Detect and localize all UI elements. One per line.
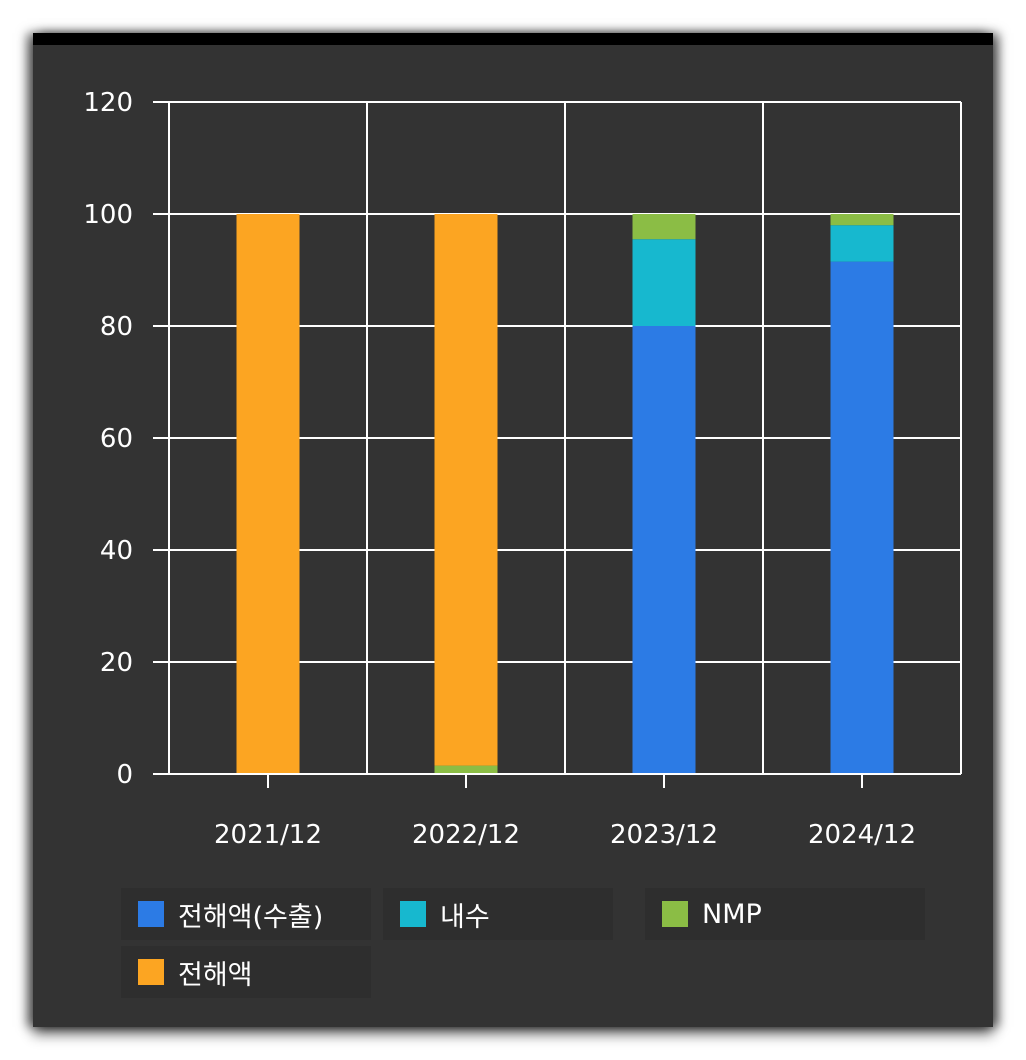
y-tick-label: 80: [100, 312, 133, 342]
bar-segment: [434, 765, 498, 774]
y-tick-label: 40: [100, 536, 133, 566]
legend-item[interactable]: 전해액(수출): [121, 888, 371, 940]
legend-label: 내수: [440, 901, 490, 933]
chart-panel: 0 20 40 60 80 100 120 2021/12 2022/12 2023/12 202…: [33, 33, 993, 1027]
bars: [236, 214, 894, 775]
bar-segment: [632, 214, 696, 240]
legend-swatch: [662, 901, 688, 927]
x-tick-label: 2023/12: [610, 820, 718, 850]
y-tick-label: 100: [83, 200, 133, 230]
bar-segment: [830, 214, 894, 226]
x-tick-labels: 2021/12 2022/12 2023/12 2024/12: [214, 820, 916, 850]
top-bar: [33, 33, 993, 45]
legend-swatch: [138, 959, 164, 985]
bar-segment: [236, 214, 300, 774]
axes: [153, 101, 961, 788]
x-tick-label: 2021/12: [214, 820, 322, 850]
legend-item[interactable]: 내수: [383, 888, 613, 940]
y-tick-label: 0: [116, 760, 133, 790]
x-tick-label: 2022/12: [412, 820, 520, 850]
legend-swatch: [400, 901, 426, 927]
bar-segment: [632, 326, 696, 774]
y-tick-label: 60: [100, 424, 133, 454]
bar-segment: [632, 239, 696, 326]
legend-item[interactable]: 전해액: [121, 946, 371, 998]
legend-label: 전해액: [178, 959, 253, 991]
y-tick-label: 120: [83, 88, 133, 118]
y-tick-label: 20: [100, 648, 133, 678]
x-tick-label: 2024/12: [808, 820, 916, 850]
y-tick-labels: 0 20 40 60 80 100 120: [83, 88, 133, 790]
legend-swatch: [138, 901, 164, 927]
bar-segment: [830, 261, 894, 775]
legend-label: NMP: [702, 898, 762, 930]
legend: 전해액(수출) 내수 NMP 전해액: [121, 888, 961, 1027]
bar-segment: [830, 225, 894, 262]
legend-label: 전해액(수출): [178, 901, 324, 933]
legend-item[interactable]: NMP: [645, 888, 925, 940]
bar-segment: [434, 214, 498, 766]
